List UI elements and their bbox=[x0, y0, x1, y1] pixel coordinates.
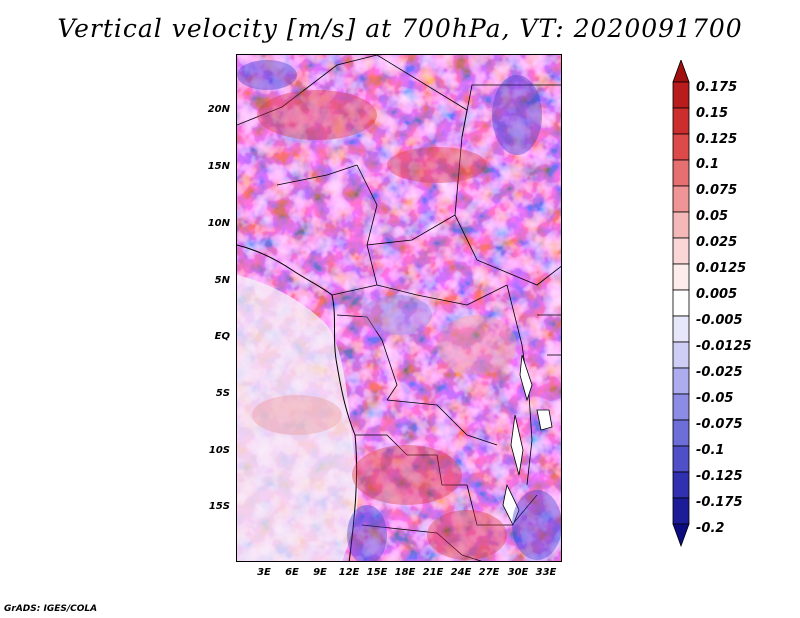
colorbar-label: 0.025 bbox=[696, 235, 738, 250]
lat-label-15s: 15S bbox=[208, 501, 230, 512]
lon-label-24e: 24E bbox=[450, 567, 472, 578]
lat-label-10n: 10N bbox=[207, 218, 230, 229]
lon-label-15e: 15E bbox=[366, 567, 388, 578]
lat-label-20n: 20N bbox=[207, 104, 230, 115]
lon-label-33e: 33E bbox=[535, 567, 557, 578]
colorbar-label: -0.0125 bbox=[696, 339, 752, 354]
colorbar-segment bbox=[672, 471, 690, 499]
colorbar-label: -0.005 bbox=[696, 313, 743, 328]
colorbar-label: 0.05 bbox=[696, 209, 729, 224]
country-borders bbox=[237, 55, 561, 561]
colorbar-segment bbox=[672, 445, 690, 473]
chart-title: Vertical velocity [m/s] at 700hPa, VT: 2… bbox=[57, 14, 743, 43]
colorbar-segment bbox=[672, 419, 690, 447]
lon-label-21e: 21E bbox=[422, 567, 444, 578]
lat-label-5n: 5N bbox=[214, 275, 230, 286]
footer-credit: GrADS: IGES/COLA bbox=[4, 604, 98, 614]
lon-label-6e: 6E bbox=[285, 567, 299, 578]
colorbar-label: -0.125 bbox=[696, 469, 743, 484]
colorbar-segment bbox=[672, 289, 690, 317]
velocity-patches bbox=[237, 60, 561, 561]
colorbar-label: 0.125 bbox=[696, 132, 738, 147]
coastline bbox=[237, 244, 358, 561]
colorbar-segment bbox=[672, 393, 690, 421]
atlantic-ocean-area bbox=[237, 275, 358, 561]
colorbar-segment bbox=[672, 185, 690, 213]
lon-label-18e: 18E bbox=[394, 567, 416, 578]
colorbar-label: -0.025 bbox=[696, 365, 743, 380]
colorbar-bottom-cap bbox=[672, 523, 690, 548]
colorbar-label: -0.075 bbox=[696, 417, 743, 432]
colorbar-label: -0.175 bbox=[696, 495, 743, 510]
colorbar-segment bbox=[672, 81, 690, 109]
colorbar-label: -0.2 bbox=[696, 521, 725, 536]
colorbar-segment bbox=[672, 159, 690, 187]
lon-label-3e: 3E bbox=[257, 567, 271, 578]
colorbar-label: 0.175 bbox=[696, 80, 738, 95]
lat-label-eq: EQ bbox=[214, 331, 230, 342]
colorbar-label: 0.0125 bbox=[696, 261, 747, 276]
colorbar bbox=[672, 60, 690, 548]
colorbar-label: 0.1 bbox=[696, 157, 720, 172]
colorbar-label: -0.05 bbox=[696, 391, 734, 406]
colorbar-segment bbox=[672, 497, 690, 525]
colorbar-segment bbox=[672, 315, 690, 343]
lat-label-15n: 15N bbox=[207, 161, 230, 172]
colorbar-segment bbox=[672, 133, 690, 161]
lon-label-12e: 12E bbox=[338, 567, 360, 578]
colorbar-segment bbox=[672, 341, 690, 369]
map-field bbox=[237, 55, 561, 561]
velocity-map bbox=[236, 54, 562, 562]
colorbar-segment bbox=[672, 367, 690, 395]
colorbar-segment bbox=[672, 263, 690, 291]
lon-label-30e: 30E bbox=[507, 567, 529, 578]
colorbar-label: -0.1 bbox=[696, 443, 725, 458]
colorbar-segment bbox=[672, 211, 690, 239]
colorbar-label: 0.075 bbox=[696, 183, 738, 198]
colorbar-top-cap bbox=[672, 60, 690, 83]
great-lakes bbox=[502, 354, 553, 526]
colorbar-label: 0.15 bbox=[696, 106, 729, 121]
colorbar-segment bbox=[672, 237, 690, 265]
colorbar-label: 0.005 bbox=[696, 287, 738, 302]
lon-label-27e: 27E bbox=[478, 567, 500, 578]
lat-label-10s: 10S bbox=[208, 445, 230, 456]
lon-label-9e: 9E bbox=[313, 567, 327, 578]
colorbar-segment bbox=[672, 107, 690, 135]
lat-label-5s: 5S bbox=[215, 388, 230, 399]
